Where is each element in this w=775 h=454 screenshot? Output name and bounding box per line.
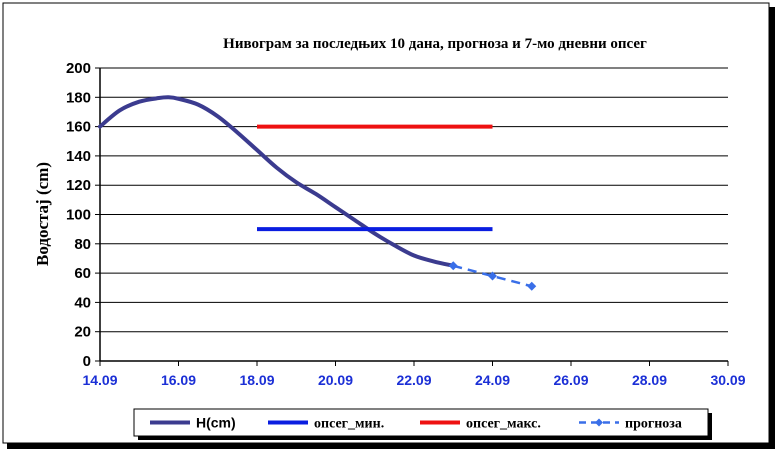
legend-label: опсег_макс.	[466, 417, 541, 432]
forecast-point	[488, 271, 497, 281]
y-tick-label: 0	[83, 353, 91, 370]
y-tick-label: 120	[66, 177, 91, 194]
x-tick-label: 14.09	[82, 372, 117, 388]
y-axis-label: Водостај (cm)	[33, 162, 52, 266]
y-tick-label: 160	[66, 119, 91, 136]
legend-marker-forecast	[595, 418, 603, 427]
x-tick-label: 26.09	[553, 372, 588, 388]
legend-label: прогноза	[625, 417, 682, 432]
chart-title: Нивограм за последњих 10 дана, прогноза …	[223, 36, 647, 52]
series-line-forecast	[452, 264, 533, 288]
y-tick-label: 200	[66, 60, 91, 77]
y-tick-label: 40	[74, 294, 91, 311]
legend: H(cm) опсег_мин. опсег_макс. прогноза	[133, 408, 712, 440]
plot-area: 0 20 40 60 80 100 120 140 160 180 200 14.09 16.09 18.…	[66, 60, 746, 388]
x-tick-label: 22.09	[396, 372, 431, 388]
x-tick-label: 16.09	[161, 372, 196, 388]
x-tick-label: 20.09	[318, 372, 353, 388]
legend-label: H(cm)	[196, 415, 236, 431]
forecast-point	[527, 281, 537, 291]
x-tick-label: 30.09	[710, 372, 745, 388]
x-tick-label: 24.09	[475, 372, 510, 388]
x-tick-label: 28.09	[632, 372, 667, 388]
y-tick-label: 20	[74, 324, 91, 341]
y-tick-label: 140	[66, 148, 91, 165]
y-tick-label: 60	[74, 265, 91, 282]
legend-box	[133, 408, 709, 437]
y-tick-label: 100	[66, 207, 91, 224]
y-tick-label: 80	[74, 236, 91, 253]
series-line-h	[98, 95, 456, 268]
y-tick-label: 180	[66, 89, 91, 106]
x-tick-label: 18.09	[239, 372, 274, 388]
forecast-point	[448, 261, 458, 271]
legend-label: опсег_мин.	[314, 417, 384, 432]
